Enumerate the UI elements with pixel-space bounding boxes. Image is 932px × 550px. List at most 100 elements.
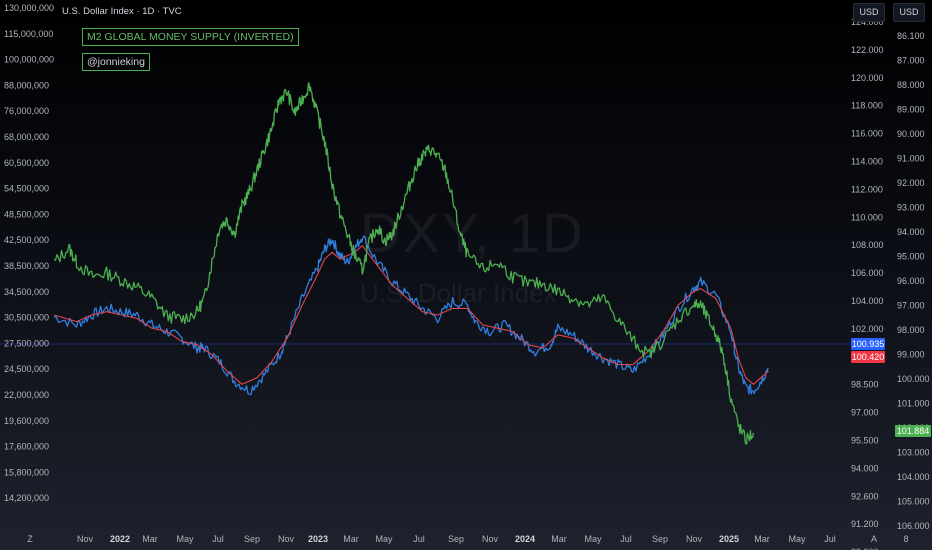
left-axis-tick: 48,500,000	[4, 209, 49, 219]
left-axis-tick: 76,000,000	[4, 106, 49, 116]
left-axis-tick: 24,500,000	[4, 364, 49, 374]
time-axis-tick: Z	[27, 534, 33, 544]
right-axis-inverted-tick: 99.000	[897, 350, 925, 360]
right-axis-price-tick: 102.000	[851, 324, 884, 334]
time-axis-tick: Mar	[754, 534, 770, 544]
right-axis-price-tick: 118.000	[851, 101, 883, 111]
left-axis-tick: 38,500,000	[4, 261, 49, 271]
right-axis-inverted[interactable]: 86.100 87.000 88.000 89.000 90.000 91.000 92.0…	[897, 31, 930, 531]
right-axis-price-tick: 104.000	[851, 296, 884, 306]
right-axis-price-tick: 98.500	[851, 380, 879, 390]
right-axis-inverted-tick: 103.000	[897, 448, 930, 458]
right-axis-price-tick: 116.000	[851, 129, 883, 139]
left-axis-tick: 30,500,000	[4, 313, 49, 323]
time-axis-tick: 8	[903, 534, 908, 544]
right-axis-price-tick: 106.000	[851, 268, 884, 278]
right-axis-inverted-tick: 104.000	[897, 472, 930, 482]
left-axis-tick: 14,200,000	[4, 493, 49, 503]
right-axis-price-tick: 112.000	[851, 184, 883, 194]
left-axis-tick: 34,500,000	[4, 287, 49, 297]
currency-button-left[interactable]: USD	[853, 3, 885, 22]
right-axis-inverted-tick: 105.000	[897, 497, 930, 507]
time-axis-tick: Sep	[652, 534, 668, 544]
time-axis-tick: Nov	[278, 534, 295, 544]
time-axis-tick: May	[788, 534, 806, 544]
right-axis-inverted-tick: 87.000	[897, 56, 925, 66]
time-axis-tick: Jul	[212, 534, 224, 544]
m2-series-line[interactable]	[53, 82, 755, 445]
left-axis-tick: 42,500,000	[4, 235, 49, 245]
time-axis-tick: May	[375, 534, 393, 544]
symbol-watermark: DXY, 1D	[360, 201, 585, 264]
right-axis-price-tick: 92.600	[851, 491, 879, 501]
time-axis-tick: 2025	[719, 534, 739, 544]
right-axis-inverted-tick: 90.000	[897, 129, 925, 139]
right-axis-price-tick: 122.000	[851, 45, 884, 55]
moving-average-line[interactable]	[53, 245, 769, 385]
dxy-price-tag: 100.935	[851, 338, 885, 350]
left-axis-tick: 27,500,000	[4, 338, 49, 348]
right-axis-inverted-tick: 95.000	[897, 252, 925, 262]
time-axis-tick: 2023	[308, 534, 328, 544]
left-axis[interactable]: 130,000,000 115,000,000 100,000,000 88,000,…	[4, 3, 54, 503]
right-axis-inverted-tick: 94.000	[897, 227, 925, 237]
time-axis-tick: Jul	[413, 534, 425, 544]
time-axis-tick: Jul	[620, 534, 632, 544]
left-axis-tick: 15,800,000	[4, 467, 49, 477]
right-axis-inverted-tick: 91.000	[897, 154, 925, 164]
left-axis-tick: 115,000,000	[4, 29, 53, 39]
time-axis-tick: Nov	[482, 534, 499, 544]
left-axis-tick: 68,000,000	[4, 132, 49, 142]
left-axis-tick: 100,000,000	[4, 55, 54, 65]
series-annotation[interactable]: M2 GLOBAL MONEY SUPPLY (INVERTED)	[82, 28, 299, 46]
right-axis-price-tick: 108.000	[851, 240, 884, 250]
right-axis-inverted-tick: 106.000	[897, 521, 930, 531]
m2-price-tag: 101.884	[895, 425, 931, 437]
left-axis-tick: 17,600,000	[4, 442, 49, 452]
author-annotation[interactable]: @jonnieking	[82, 53, 150, 71]
time-axis-tick: 2024	[515, 534, 535, 544]
right-axis-inverted-tick: 96.000	[897, 276, 925, 286]
right-axis-inverted-tick: 86.100	[897, 31, 925, 41]
currency-button-right[interactable]: USD	[893, 3, 925, 22]
time-axis-tick: Sep	[448, 534, 464, 544]
time-axis-tick: Nov	[686, 534, 703, 544]
right-axis-price-tick: 124.000	[851, 17, 884, 27]
right-axis-price-tick: 120.000	[851, 73, 884, 83]
right-axis-price-tick: 91.200	[851, 519, 879, 529]
right-axis-price-tick: 95.500	[851, 436, 879, 446]
left-axis-tick: 60,500,000	[4, 158, 49, 168]
time-axis-tick: Sep	[244, 534, 260, 544]
time-axis-tick: A	[871, 534, 877, 544]
time-axis-tick: Mar	[142, 534, 158, 544]
right-axis-inverted-tick: 97.000	[897, 301, 925, 311]
right-axis-price-tick: 114.000	[851, 157, 883, 167]
right-axis-inverted-tick: 92.000	[897, 178, 925, 188]
time-axis-tick: May	[584, 534, 602, 544]
right-axis-inverted-tick: 93.000	[897, 203, 925, 213]
time-axis-tick: Mar	[551, 534, 567, 544]
left-axis-tick: 130,000,000	[4, 3, 54, 13]
chart-title[interactable]: U.S. Dollar Index · 1D · TVC	[62, 6, 182, 17]
right-axis-inverted-tick: 100.000	[897, 374, 930, 384]
time-axis-tick: Jul	[824, 534, 836, 544]
time-axis-tick: Mar	[343, 534, 359, 544]
right-axis-price-tick: 94.000	[851, 463, 879, 473]
series-group	[53, 82, 769, 445]
left-axis-tick: 54,500,000	[4, 184, 49, 194]
time-axis-tick: 2022	[110, 534, 130, 544]
right-axis-inverted-tick: 98.000	[897, 325, 925, 335]
right-axis-price[interactable]: 124.000 122.000 120.000 118.000 116.000 114.0…	[851, 17, 884, 550]
left-axis-tick: 22,000,000	[4, 390, 49, 400]
ma-price-tag: 100.420	[851, 351, 885, 363]
left-axis-tick: 88,000,000	[4, 80, 49, 90]
time-axis-tick: Nov	[77, 534, 94, 544]
right-axis-price-tick: 89.900	[851, 547, 879, 550]
name-watermark: U.S. Dollar Index	[360, 278, 557, 308]
right-axis-inverted-tick: 88.000	[897, 80, 925, 90]
right-axis-price-tick: 97.000	[851, 408, 879, 418]
time-axis[interactable]: Z Nov 2022 Mar May Jul Sep Nov 2023 Mar May Jul Sep N…	[27, 534, 908, 544]
right-axis-inverted-tick: 101.000	[897, 399, 930, 409]
right-axis-price-tick: 110.000	[851, 212, 883, 222]
